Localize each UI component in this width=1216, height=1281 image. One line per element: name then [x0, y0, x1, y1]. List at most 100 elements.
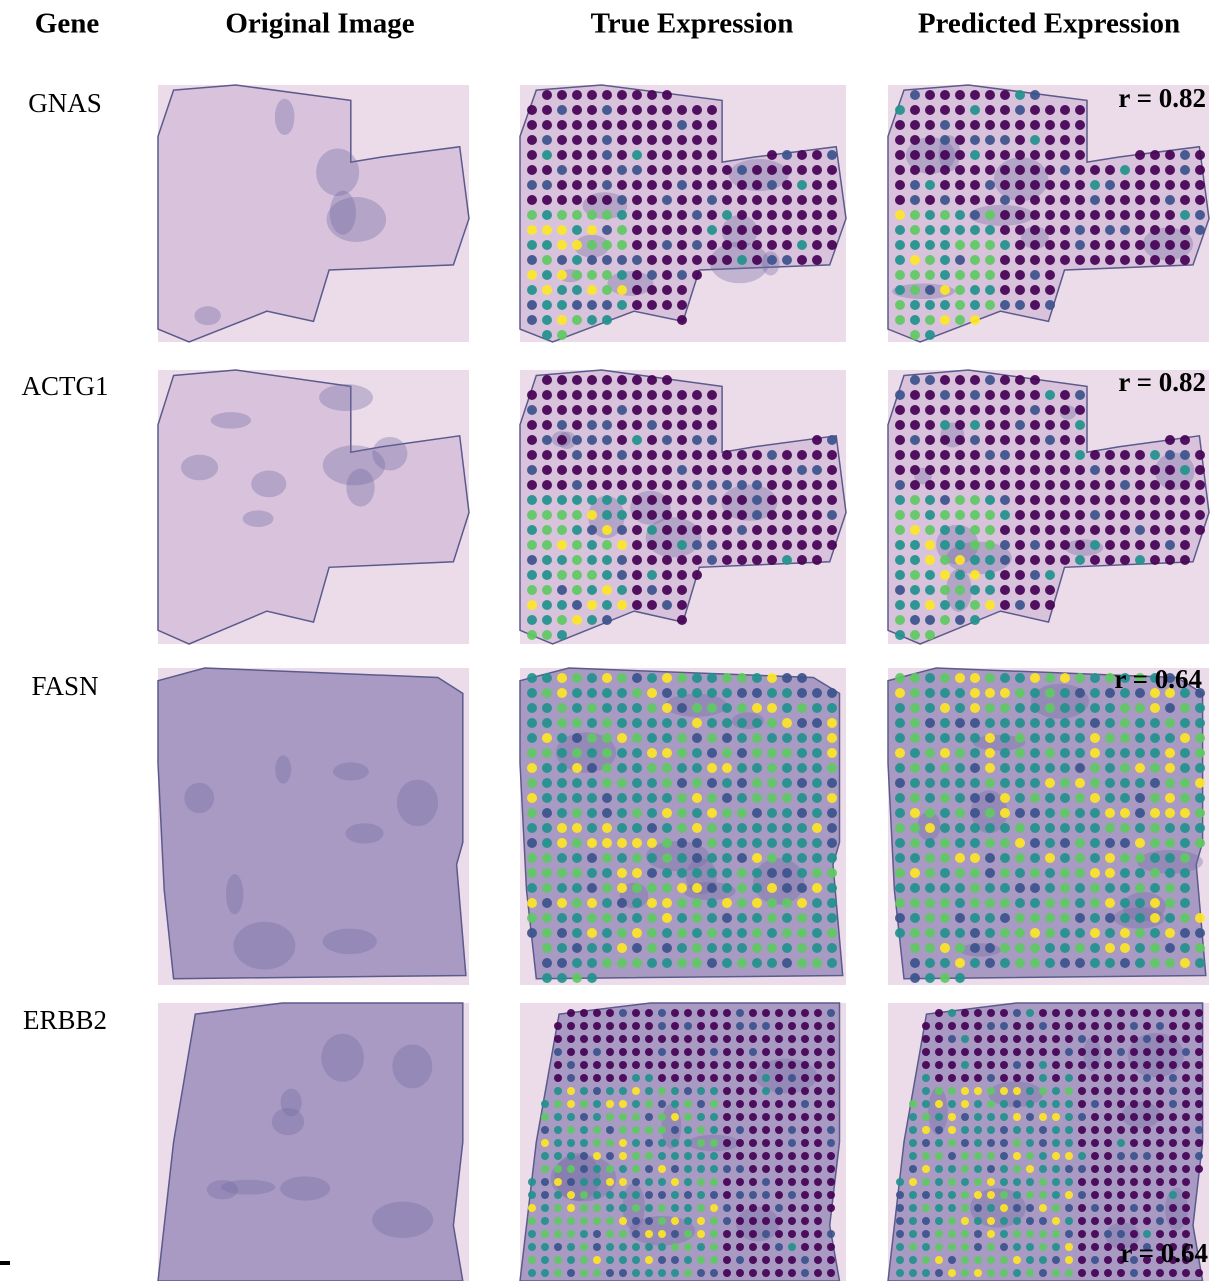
spot [593, 1269, 601, 1277]
spot [974, 1178, 982, 1186]
spot [692, 570, 702, 580]
spot [987, 1074, 995, 1082]
spot [987, 1035, 995, 1043]
spot [632, 1087, 640, 1095]
spot [1143, 1061, 1151, 1069]
spot [1075, 150, 1085, 160]
spot [580, 1269, 588, 1277]
spot [1090, 480, 1100, 490]
spot [707, 180, 717, 190]
spot [1090, 688, 1100, 698]
spot [1180, 748, 1190, 758]
spot [647, 180, 657, 190]
spot [974, 1113, 982, 1121]
spot [602, 673, 612, 683]
spot [752, 465, 762, 475]
spot [1030, 255, 1040, 265]
spot [1150, 165, 1160, 175]
spot [910, 868, 920, 878]
spot [1030, 300, 1040, 310]
spot [925, 480, 935, 490]
spot [527, 778, 537, 788]
spot [1000, 1152, 1008, 1160]
spot [961, 1126, 969, 1134]
spot [662, 555, 672, 565]
spot [1143, 1152, 1151, 1160]
spot [572, 315, 582, 325]
spot [788, 1048, 796, 1056]
spot [527, 435, 537, 445]
spot [814, 1152, 822, 1160]
spot [707, 823, 717, 833]
spot [1078, 1074, 1086, 1082]
spot [1091, 1243, 1099, 1251]
spot [1078, 1165, 1086, 1173]
tissue-region [275, 99, 295, 135]
spot [1060, 165, 1070, 175]
spot [572, 600, 582, 610]
spot [1078, 1204, 1086, 1212]
tissue-region [323, 929, 377, 955]
spot [647, 135, 657, 145]
spot [662, 823, 672, 833]
spot [940, 540, 950, 550]
spot [736, 1178, 744, 1186]
spot [697, 1061, 705, 1069]
spot [1195, 210, 1205, 220]
spot [797, 688, 807, 698]
spot [632, 105, 642, 115]
spot [948, 1269, 956, 1277]
spot [1026, 1139, 1034, 1147]
spot [985, 450, 995, 460]
spot [587, 570, 597, 580]
spot [692, 420, 702, 430]
spot [788, 1191, 796, 1199]
spot [762, 1113, 770, 1121]
spot [1105, 898, 1115, 908]
spot [587, 898, 597, 908]
spot [572, 555, 582, 565]
spot [782, 943, 792, 953]
spot [1060, 778, 1070, 788]
spot [692, 165, 702, 175]
spot [1075, 703, 1085, 713]
spot [527, 570, 537, 580]
spot [1045, 853, 1055, 863]
spot [896, 1178, 904, 1186]
spot [1030, 420, 1040, 430]
spot [827, 793, 837, 803]
spot [617, 510, 627, 520]
tissue-region [211, 412, 251, 429]
spot [1060, 838, 1070, 848]
spot [955, 748, 965, 758]
spot [1165, 255, 1175, 265]
spot [736, 1100, 744, 1108]
spot [542, 778, 552, 788]
spot [677, 540, 687, 550]
spot [1000, 1113, 1008, 1121]
spot [632, 120, 642, 130]
spot [554, 1269, 562, 1277]
spot [1150, 823, 1160, 833]
spot [788, 1256, 796, 1264]
spot [1135, 778, 1145, 788]
spot [1091, 1269, 1099, 1277]
spot [940, 808, 950, 818]
spot [542, 315, 552, 325]
spot [587, 958, 597, 968]
spot [1117, 1074, 1125, 1082]
spot [1026, 1217, 1034, 1225]
spot [1065, 1152, 1073, 1160]
spot [788, 1230, 796, 1238]
spot [801, 1191, 809, 1199]
spot [1105, 778, 1115, 788]
spot [1117, 1152, 1125, 1160]
spot [1169, 1139, 1177, 1147]
spot [1026, 1048, 1034, 1056]
spot [922, 1243, 930, 1251]
spot [1195, 1165, 1203, 1173]
spot [658, 1191, 666, 1199]
spot [527, 270, 537, 280]
spot [1150, 793, 1160, 803]
spot [1105, 958, 1115, 968]
